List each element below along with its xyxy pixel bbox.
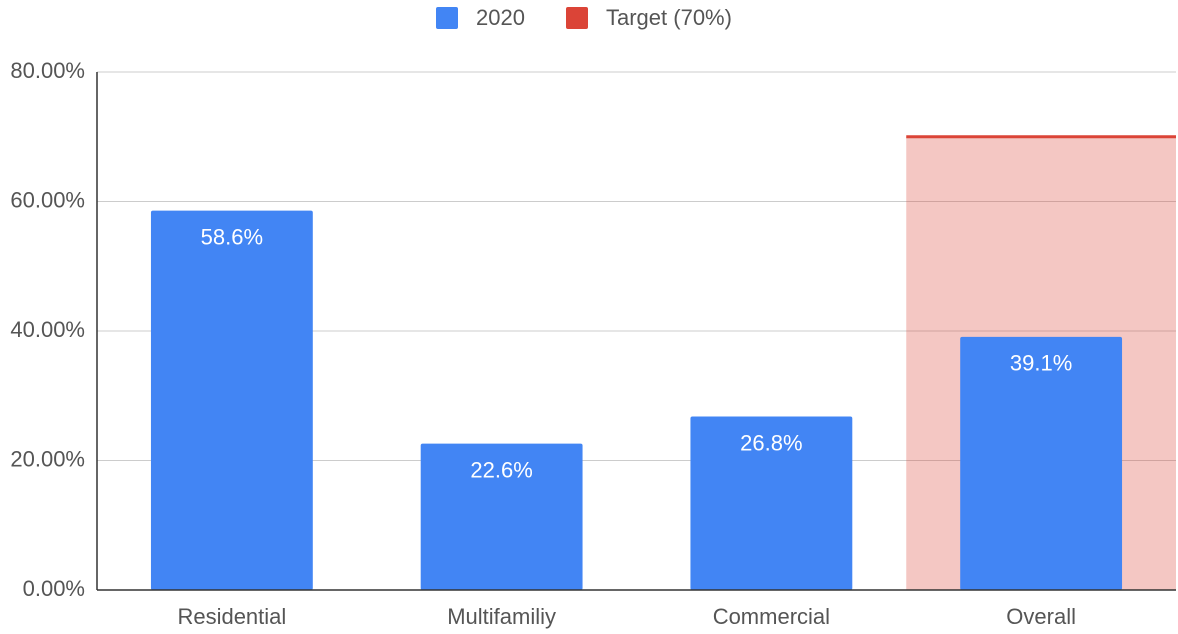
y-tick-label: 60.00% <box>10 187 85 212</box>
bar <box>150 210 313 590</box>
bar <box>690 416 853 590</box>
x-tick-label: Residential <box>177 604 286 629</box>
legend-swatch <box>436 7 458 29</box>
y-tick-label: 40.00% <box>10 317 85 342</box>
data-label: 39.1% <box>1010 351 1072 376</box>
legend-swatch <box>566 7 588 29</box>
bar <box>420 443 583 590</box>
data-label: 22.6% <box>470 457 532 482</box>
x-tick-label: Commercial <box>713 604 830 629</box>
x-tick-label: Multifamiliy <box>447 604 556 629</box>
y-tick-label: 20.00% <box>10 446 85 471</box>
x-tick-label: Overall <box>1006 604 1076 629</box>
legend-label: Target (70%) <box>606 5 732 30</box>
y-tick-label: 80.00% <box>10 58 85 83</box>
legend-label: 2020 <box>476 5 525 30</box>
data-label: 58.6% <box>201 224 263 249</box>
data-label: 26.8% <box>740 430 802 455</box>
bar <box>960 336 1123 590</box>
y-tick-label: 0.00% <box>23 576 85 601</box>
